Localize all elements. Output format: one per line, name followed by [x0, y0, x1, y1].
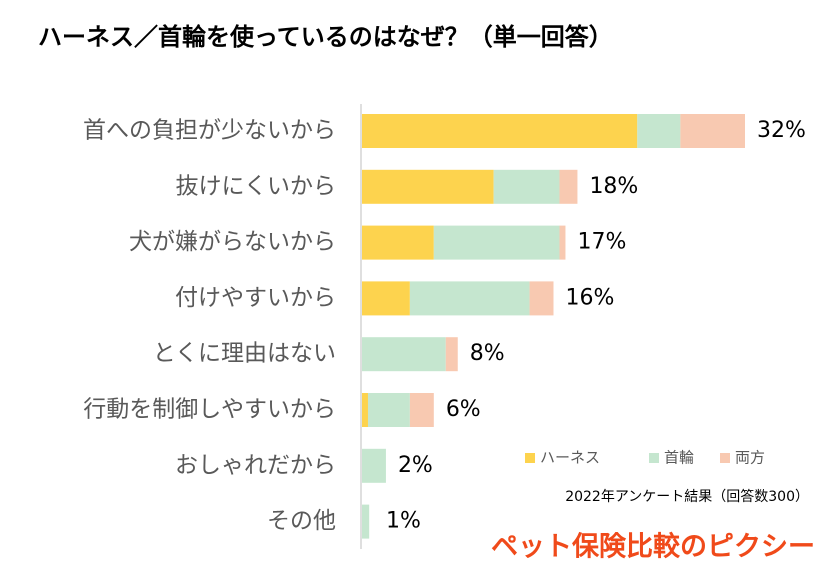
total-label: 6% [446, 397, 481, 422]
bar-segment [637, 114, 681, 148]
bar-segment [362, 114, 638, 148]
total-label: 16% [566, 285, 615, 310]
total-label: 32% [757, 118, 806, 143]
category-label: 付けやすいから [175, 285, 336, 311]
bar-segment [409, 393, 434, 427]
bar-segment [559, 225, 566, 260]
total-label: 1% [386, 509, 421, 534]
bar-segment [433, 225, 560, 260]
legend-label: 両方 [735, 449, 765, 467]
bar-segment [367, 393, 410, 427]
legend-label: 首輪 [664, 449, 694, 467]
bar-segment [680, 114, 745, 148]
category-label: その他 [267, 508, 336, 534]
category-label: 行動を制御しやすいから [83, 397, 336, 423]
legend-swatch [525, 453, 535, 463]
total-label: 17% [577, 230, 626, 255]
bar-segment [445, 337, 458, 372]
bar-segment [493, 169, 560, 204]
bar-segment [362, 504, 370, 539]
legend-swatch [649, 453, 659, 463]
category-label: 首への負担が少ないから [83, 118, 336, 144]
bar-segment [559, 169, 578, 204]
bar-segment [362, 169, 494, 204]
brand-logo: ペット保険比較のピクシー [491, 531, 815, 563]
category-label: 犬が嫌がらないから [129, 229, 336, 255]
note: 2022年アンケート結果（回答数300） [565, 488, 809, 505]
bar-segment [362, 448, 386, 483]
bar-segment [409, 281, 530, 316]
category-label: おしゃれだから [175, 452, 336, 478]
chart-title: ハーネス／首輪を使っているのはなぜ？（単一回答） [38, 23, 613, 51]
total-label: 2% [398, 453, 433, 478]
total-label: 8% [470, 341, 505, 366]
bar-segment [362, 281, 410, 316]
total-label: 18% [589, 174, 638, 199]
category-label: とくに理由はない [153, 341, 336, 367]
category-label: 抜けにくいから [175, 173, 336, 199]
bar-segment [362, 393, 368, 427]
legend-swatch [720, 453, 730, 463]
bar-segment [362, 225, 434, 260]
legend-label: ハーネス [540, 449, 600, 467]
bar-segment [529, 281, 554, 316]
bar-segment [362, 337, 446, 372]
